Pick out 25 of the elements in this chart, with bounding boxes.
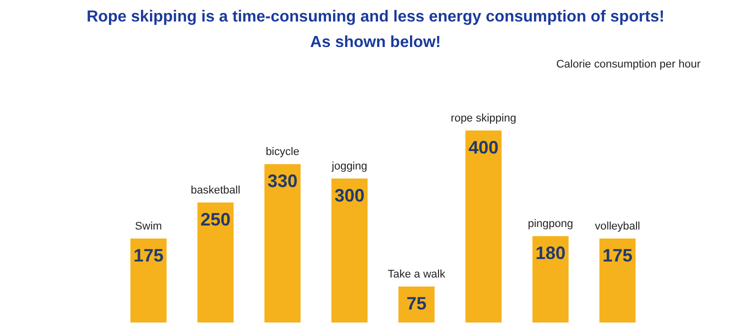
- x-tick-label: pingpong: [528, 218, 574, 230]
- bar: [197, 202, 234, 322]
- bar: [331, 178, 368, 322]
- x-tick-label: bicycle: [266, 146, 300, 158]
- bar: [130, 238, 167, 322]
- bar: [465, 130, 502, 322]
- chart-title: Rope skipping is a time-consuming and less energy consumption of sports! As shown below!: [86, 8, 664, 51]
- x-tick-label: volleyball: [594, 220, 640, 232]
- x-tick-label: rope skipping: [450, 112, 516, 124]
- chart-subtitle: Calorie consumption per hour: [556, 58, 701, 70]
- data-label: 180: [535, 243, 566, 264]
- data-label: 175: [602, 246, 633, 266]
- x-tick-label: Take a walk: [388, 268, 446, 280]
- x-tick-label: Swim: [135, 220, 162, 232]
- data-label: 75: [406, 294, 427, 314]
- x-tick-label: basketball: [190, 184, 240, 196]
- bar: [599, 238, 636, 322]
- bar: [264, 164, 301, 322]
- data-label: 175: [133, 246, 164, 266]
- data-label: 250: [200, 210, 231, 230]
- x-tick-label: jogging: [330, 160, 368, 172]
- data-label: 330: [267, 171, 298, 192]
- bar: [532, 236, 569, 322]
- data-label: 300: [334, 186, 365, 206]
- data-label: 400: [468, 138, 499, 158]
